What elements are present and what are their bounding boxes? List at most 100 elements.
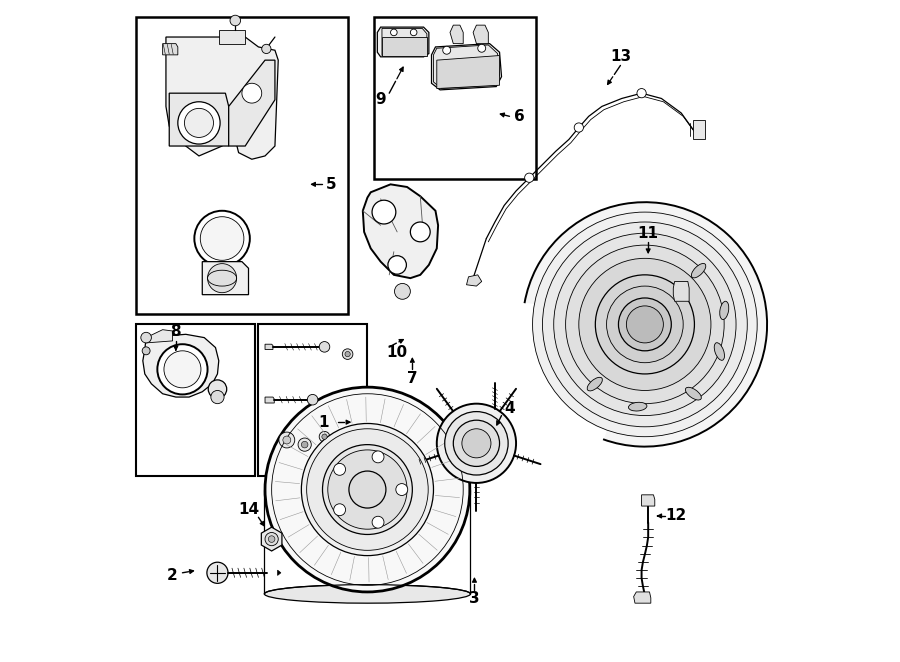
Ellipse shape: [715, 343, 724, 360]
Text: 1: 1: [318, 414, 328, 430]
Polygon shape: [363, 184, 438, 278]
Text: 5: 5: [326, 177, 337, 192]
Circle shape: [533, 212, 757, 437]
Circle shape: [394, 283, 410, 299]
Text: 8: 8: [170, 324, 181, 338]
Circle shape: [298, 438, 311, 451]
Circle shape: [302, 424, 434, 555]
Polygon shape: [377, 27, 429, 57]
Text: 4: 4: [504, 401, 515, 416]
Circle shape: [142, 347, 150, 355]
Text: 12: 12: [665, 508, 687, 524]
Circle shape: [307, 429, 428, 550]
Circle shape: [349, 471, 386, 508]
Bar: [136, 17, 347, 314]
Circle shape: [201, 216, 244, 260]
Polygon shape: [166, 37, 278, 160]
Text: 9: 9: [375, 92, 386, 107]
Wedge shape: [519, 303, 645, 442]
Circle shape: [454, 420, 500, 467]
Polygon shape: [673, 281, 689, 301]
Circle shape: [207, 562, 228, 583]
Text: 3: 3: [469, 591, 480, 606]
Polygon shape: [146, 330, 173, 343]
Circle shape: [565, 245, 725, 404]
Text: 10: 10: [387, 345, 408, 359]
Polygon shape: [634, 592, 651, 603]
Polygon shape: [450, 25, 464, 44]
Circle shape: [211, 391, 224, 404]
Polygon shape: [229, 60, 274, 146]
Bar: [258, 324, 367, 477]
Circle shape: [178, 102, 220, 144]
Ellipse shape: [628, 402, 647, 411]
Circle shape: [268, 536, 274, 542]
Polygon shape: [143, 334, 219, 397]
Circle shape: [637, 89, 646, 98]
Circle shape: [208, 380, 227, 399]
Circle shape: [184, 109, 213, 138]
Circle shape: [320, 432, 329, 442]
Circle shape: [445, 412, 508, 475]
Circle shape: [523, 202, 767, 447]
Ellipse shape: [265, 585, 471, 603]
Circle shape: [328, 450, 407, 529]
Circle shape: [342, 349, 353, 359]
Circle shape: [265, 387, 470, 592]
Circle shape: [307, 395, 318, 405]
Circle shape: [396, 484, 408, 495]
Circle shape: [242, 83, 262, 103]
Polygon shape: [436, 56, 500, 89]
Circle shape: [443, 46, 451, 54]
Circle shape: [410, 29, 417, 36]
Circle shape: [345, 352, 350, 357]
Circle shape: [595, 275, 695, 374]
Circle shape: [388, 256, 407, 274]
Circle shape: [372, 451, 384, 463]
Circle shape: [265, 532, 278, 545]
Circle shape: [208, 263, 237, 293]
Text: 14: 14: [238, 502, 260, 517]
Circle shape: [164, 351, 201, 388]
Circle shape: [391, 29, 397, 36]
Circle shape: [462, 429, 491, 458]
Circle shape: [554, 233, 736, 416]
Polygon shape: [265, 397, 274, 403]
Polygon shape: [265, 344, 273, 350]
Circle shape: [334, 463, 346, 475]
Circle shape: [579, 258, 711, 391]
Circle shape: [574, 123, 583, 132]
Bar: [374, 17, 536, 179]
Ellipse shape: [691, 263, 706, 278]
Polygon shape: [261, 527, 282, 551]
Circle shape: [525, 173, 534, 182]
Polygon shape: [382, 28, 427, 56]
Circle shape: [262, 44, 271, 54]
Circle shape: [322, 434, 327, 440]
Circle shape: [543, 222, 747, 427]
Circle shape: [410, 222, 430, 242]
Circle shape: [279, 432, 295, 448]
Polygon shape: [277, 570, 281, 575]
Circle shape: [436, 404, 516, 483]
Circle shape: [372, 516, 384, 528]
Polygon shape: [431, 44, 501, 90]
Polygon shape: [163, 44, 178, 55]
Ellipse shape: [587, 377, 602, 391]
Circle shape: [140, 332, 151, 343]
Circle shape: [607, 286, 683, 363]
Text: 6: 6: [514, 109, 525, 124]
Polygon shape: [382, 37, 427, 56]
Polygon shape: [642, 495, 655, 506]
Bar: [136, 324, 255, 477]
Text: 11: 11: [638, 226, 659, 241]
Text: 2: 2: [166, 568, 177, 583]
Polygon shape: [466, 275, 482, 286]
Circle shape: [322, 445, 412, 534]
Circle shape: [626, 306, 663, 343]
Circle shape: [230, 15, 240, 26]
Ellipse shape: [720, 301, 729, 320]
Circle shape: [334, 504, 346, 516]
Polygon shape: [202, 261, 248, 295]
Circle shape: [158, 344, 208, 395]
